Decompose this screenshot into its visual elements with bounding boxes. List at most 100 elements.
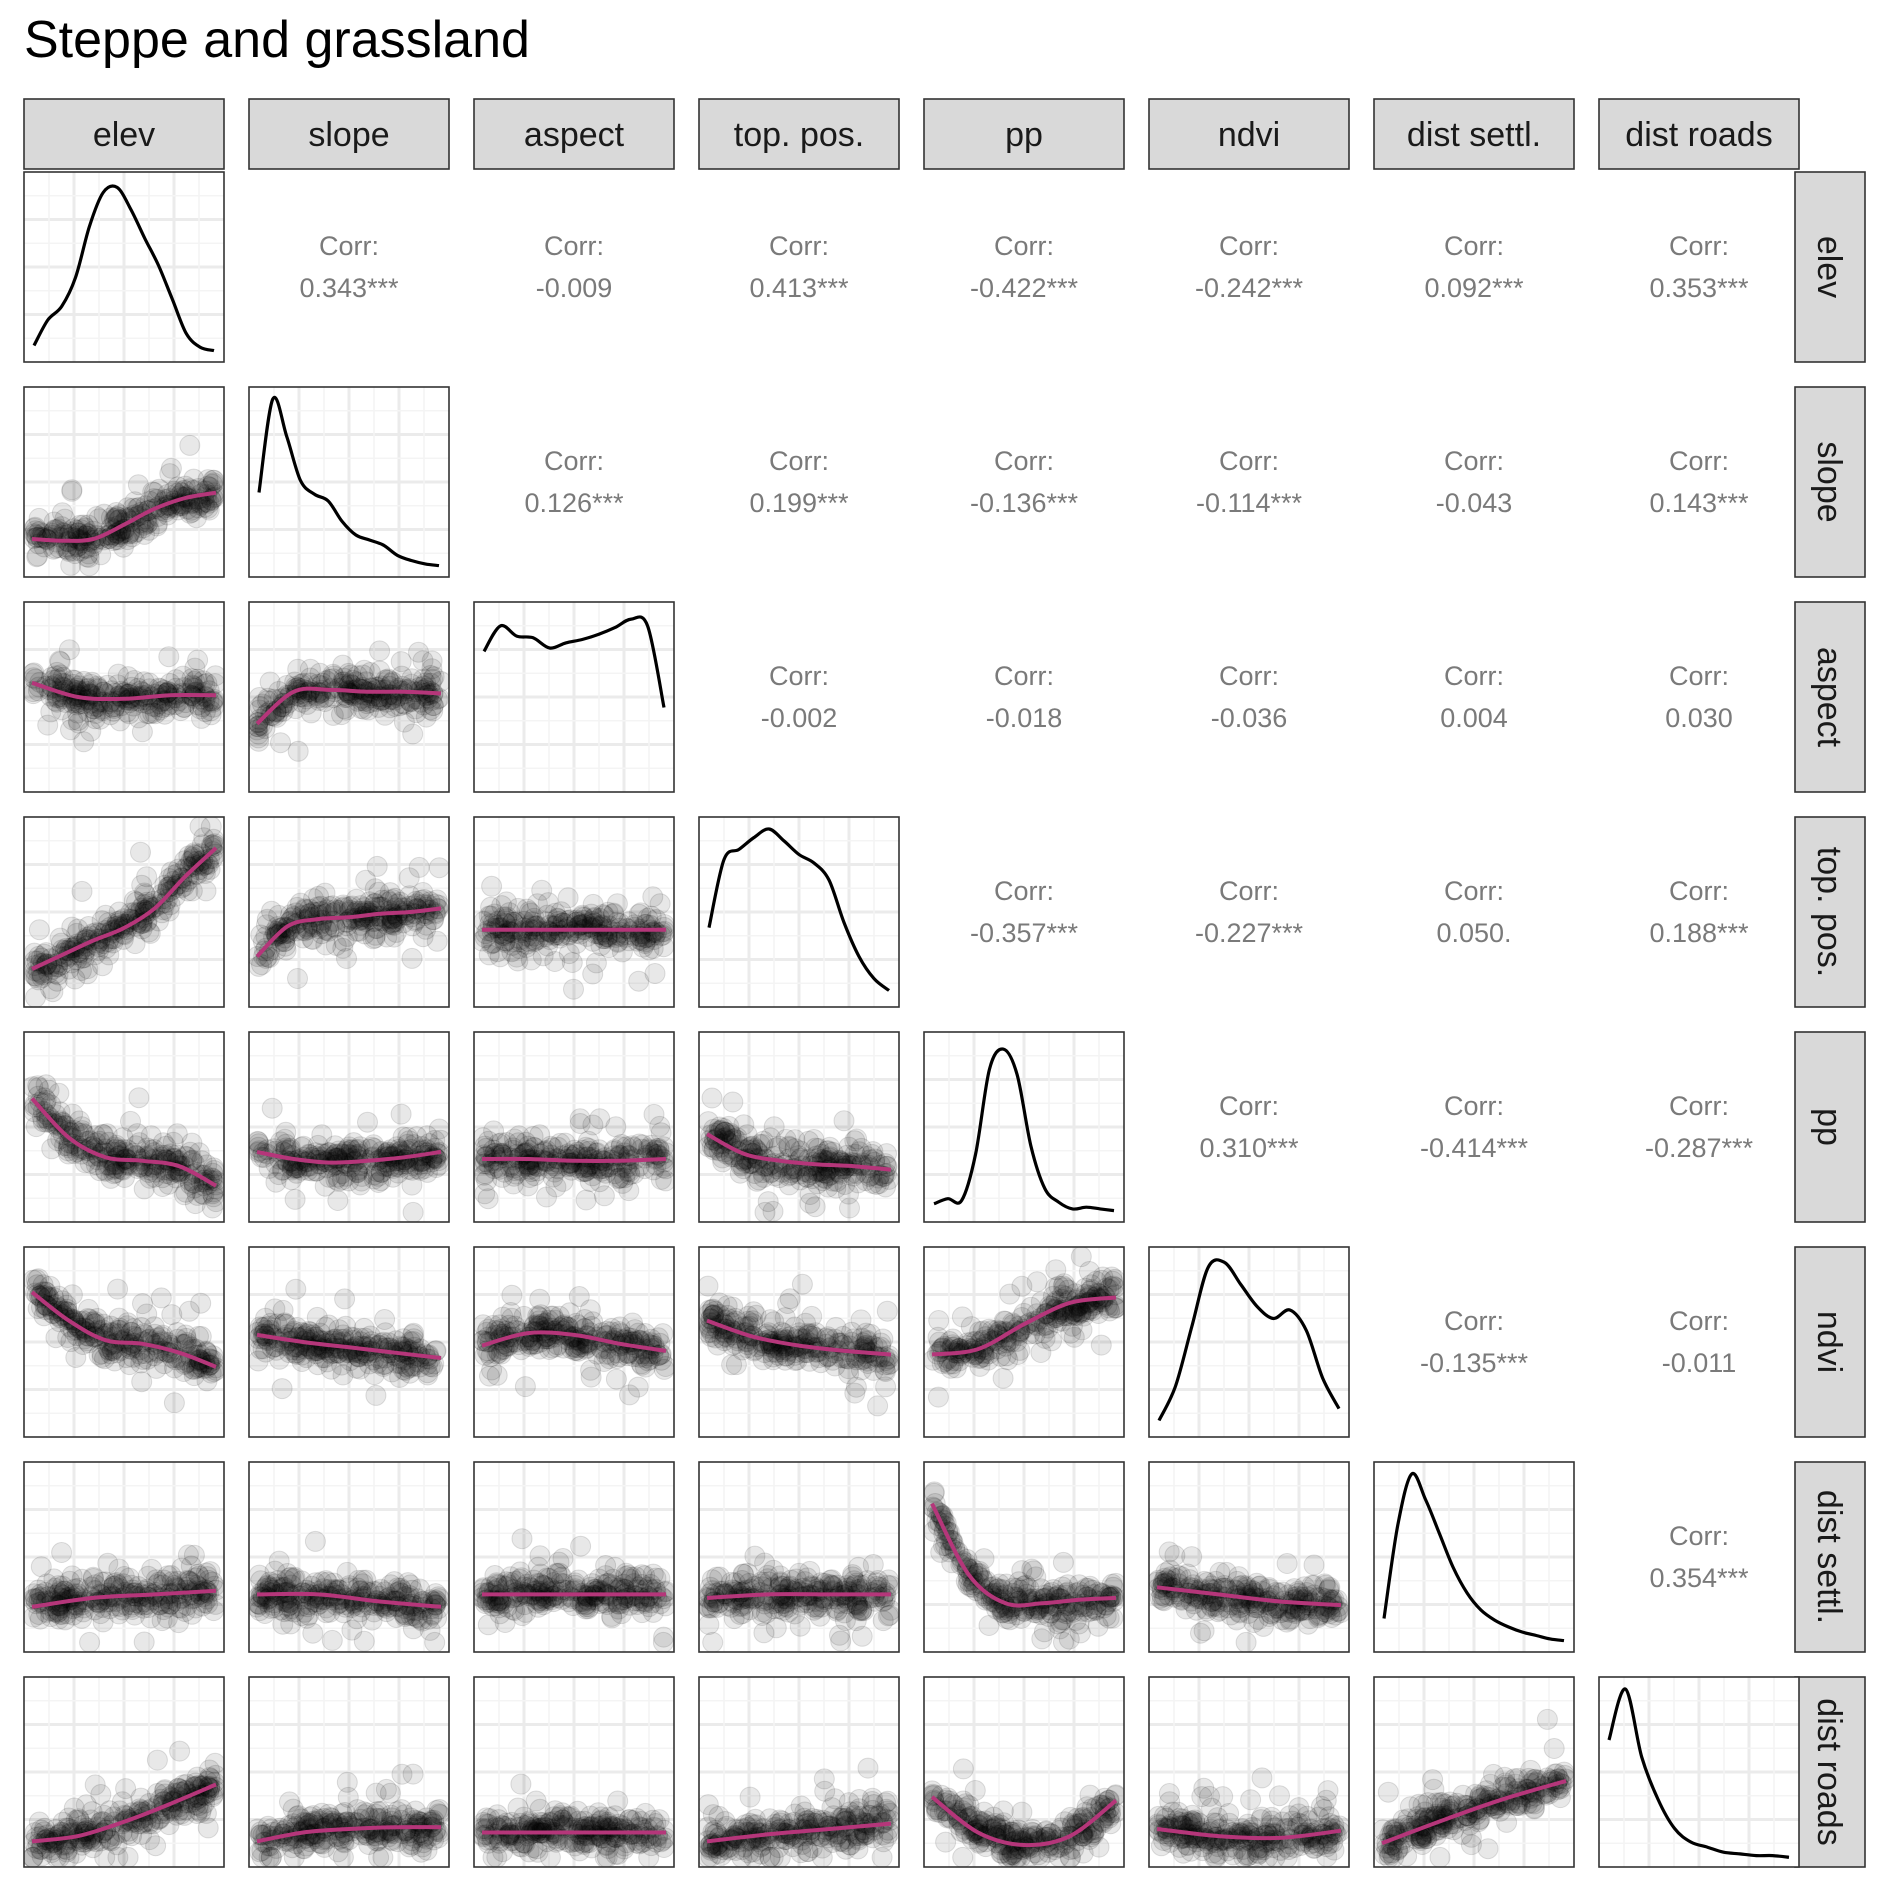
smooth-line	[931, 1295, 1117, 1357]
smooth-line	[256, 1591, 442, 1609]
page-title: Steppe and grassland	[24, 11, 530, 69]
corr-label: Corr:	[1669, 446, 1729, 476]
smooth-line	[481, 1330, 667, 1353]
row-strip-label: ndvi	[1810, 1311, 1848, 1373]
corr-value: 0.354***	[1649, 1563, 1749, 1593]
smooth-line	[31, 1588, 217, 1609]
column-strip-pp: pp	[923, 98, 1125, 170]
corr-value: -0.114***	[1196, 488, 1303, 518]
scatter-panel-slope-elev	[23, 386, 225, 578]
corr-label: Corr:	[1444, 446, 1504, 476]
corr-cell-elev-top-pos: Corr: 0.413***	[749, 231, 849, 303]
smooth-line	[706, 1592, 891, 1600]
density-curve	[1382, 1471, 1565, 1643]
smooth-line	[1156, 1585, 1342, 1608]
column-strip-label: slope	[308, 116, 389, 154]
scatter-panel-ndvi-aspect	[473, 1246, 675, 1438]
smooth-line	[481, 1156, 667, 1164]
scatter-panel-dist-roads-elev	[23, 1676, 225, 1868]
corr-cell-slope-ndvi: Corr: -0.114***	[1196, 446, 1303, 518]
corr-label: Corr:	[1219, 446, 1279, 476]
scatter-panel-ndvi-elev	[23, 1246, 225, 1438]
density-curve	[707, 827, 890, 992]
smooth-line	[31, 1782, 217, 1844]
density-panel-dist-settl	[1373, 1461, 1575, 1653]
corr-label: Corr:	[1219, 661, 1279, 691]
density-panel-ndvi	[1148, 1246, 1350, 1438]
row-strip-label: elev	[1810, 236, 1848, 298]
density-curve	[933, 1047, 1115, 1213]
density-curve	[1157, 1258, 1341, 1422]
scatter-panel-dist-settl-top-pos	[698, 1461, 900, 1653]
corr-cell-aspect-ndvi: Corr: -0.036	[1211, 661, 1288, 733]
corr-value: -0.009	[536, 273, 613, 303]
smooth-line	[706, 1132, 892, 1172]
corr-label: Corr:	[1444, 231, 1504, 261]
corr-cell-elev-ndvi: Corr: -0.242***	[1195, 231, 1304, 303]
scatter-panel-top-pos-aspect	[473, 816, 675, 1008]
corr-cell-dist-settl-dist-roads: Corr: 0.354***	[1649, 1521, 1749, 1593]
corr-label: Corr:	[1669, 661, 1729, 691]
corr-label: Corr:	[544, 446, 604, 476]
smooth-line	[1381, 1778, 1567, 1846]
density-panel-top-pos	[698, 816, 900, 1008]
column-strip-label: dist settl.	[1407, 116, 1541, 154]
corr-value: -0.357***	[970, 918, 1079, 948]
row-strip-label: aspect	[1810, 647, 1848, 748]
scatter-panel-dist-roads-slope	[248, 1676, 450, 1868]
density-panel-dist-roads	[1598, 1676, 1800, 1868]
scatter-panel-pp-top-pos	[698, 1031, 900, 1223]
point-cloud	[249, 855, 449, 989]
smooth-line	[31, 846, 218, 971]
smooth-line	[31, 490, 217, 543]
scatter-panel-dist-settl-elev	[23, 1461, 225, 1653]
smooth-line	[30, 1097, 217, 1188]
scatter-panel-ndvi-pp	[923, 1246, 1125, 1438]
corr-value: 0.413***	[749, 273, 849, 303]
corr-cell-elev-aspect: Corr: -0.009	[536, 231, 613, 303]
corr-value: -0.242***	[1195, 273, 1304, 303]
corr-value: -0.414***	[1420, 1133, 1529, 1163]
point-cloud	[24, 1740, 224, 1867]
density-curve	[1607, 1687, 1790, 1859]
corr-label: Corr:	[994, 661, 1054, 691]
density-panel-slope	[248, 386, 450, 578]
smooth-line	[30, 1290, 217, 1369]
corr-label: Corr:	[544, 231, 604, 261]
corr-label: Corr:	[769, 661, 829, 691]
scatter-panel-aspect-slope	[248, 601, 450, 793]
row-strip-label: dist roads	[1810, 1698, 1848, 1845]
column-strip-label: elev	[93, 116, 155, 154]
corr-label: Corr:	[1669, 231, 1729, 261]
corr-value: -0.002	[761, 703, 838, 733]
corr-cell-pp-ndvi: Corr: 0.310***	[1199, 1091, 1299, 1163]
density-panel-pp	[923, 1031, 1125, 1223]
corr-value: 0.343***	[299, 273, 399, 303]
row-strip-label: pp	[1810, 1108, 1848, 1146]
corr-label: Corr:	[1444, 661, 1504, 691]
scatter-panel-pp-slope	[248, 1031, 450, 1223]
point-cloud	[249, 1763, 449, 1867]
corr-cell-ndvi-dist-settl: Corr: -0.135***	[1420, 1306, 1529, 1378]
corr-cell-top-pos-dist-roads: Corr: 0.188***	[1649, 876, 1749, 948]
corr-value: -0.036	[1211, 703, 1288, 733]
point-cloud	[924, 1247, 1124, 1408]
scatter-panel-aspect-elev	[23, 601, 225, 793]
row-strip-label: dist settl.	[1810, 1490, 1848, 1624]
corr-label: Corr:	[1669, 1521, 1729, 1551]
column-strip-dist-settl: dist settl.	[1373, 98, 1575, 170]
corr-label: Corr:	[1219, 876, 1279, 906]
corr-value: -0.136***	[970, 488, 1079, 518]
scatter-panel-dist-settl-slope	[248, 1461, 450, 1653]
row-strip-elev: elev	[1794, 171, 1866, 363]
scatter-panel-dist-roads-top-pos	[698, 1676, 900, 1868]
corr-cell-pp-dist-settl: Corr: -0.414***	[1420, 1091, 1529, 1163]
corr-cell-aspect-pp: Corr: -0.018	[986, 661, 1063, 733]
scatter-panel-top-pos-slope	[248, 816, 450, 1008]
point-cloud	[24, 1542, 224, 1652]
corr-cell-pp-dist-roads: Corr: -0.287***	[1645, 1091, 1754, 1163]
column-strip-label: dist roads	[1625, 116, 1772, 154]
corr-cell-slope-top-pos: Corr: 0.199***	[749, 446, 849, 518]
row-strip-dist-settl: dist settl.	[1794, 1461, 1866, 1653]
corr-value: -0.043	[1436, 488, 1513, 518]
